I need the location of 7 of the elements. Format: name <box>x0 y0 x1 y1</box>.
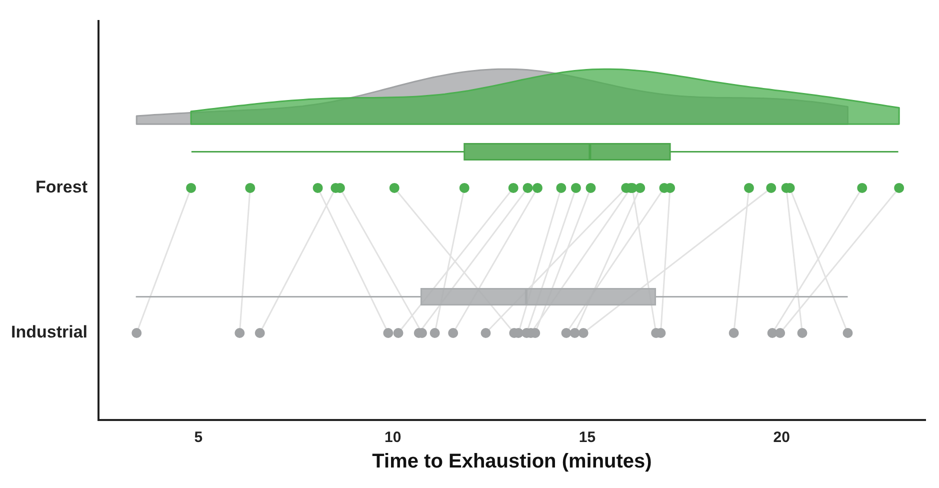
x-tick-label: 10 <box>384 429 402 446</box>
x-tick-label: 5 <box>194 429 203 446</box>
x-tick-label: 20 <box>773 429 790 446</box>
x-tick-label: 15 <box>578 429 596 446</box>
y-tick-label: Industrial <box>10 322 88 342</box>
x-axis-title: Time to Exhaustion (minutes) <box>372 450 652 473</box>
y-tick-label: Forest <box>36 178 88 197</box>
